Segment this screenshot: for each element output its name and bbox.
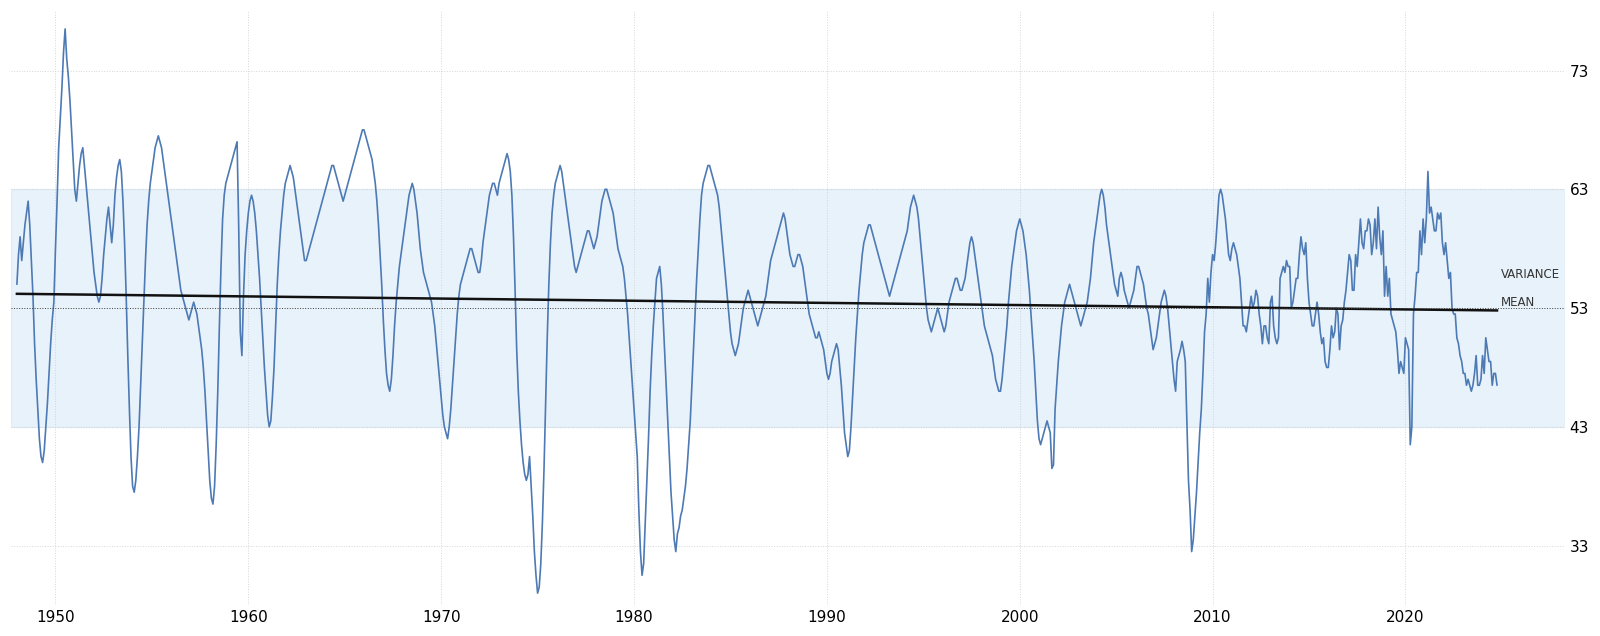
Bar <box>11 190 1565 427</box>
Text: MEAN: MEAN <box>1501 296 1534 308</box>
Text: VARIANCE: VARIANCE <box>1501 268 1560 281</box>
